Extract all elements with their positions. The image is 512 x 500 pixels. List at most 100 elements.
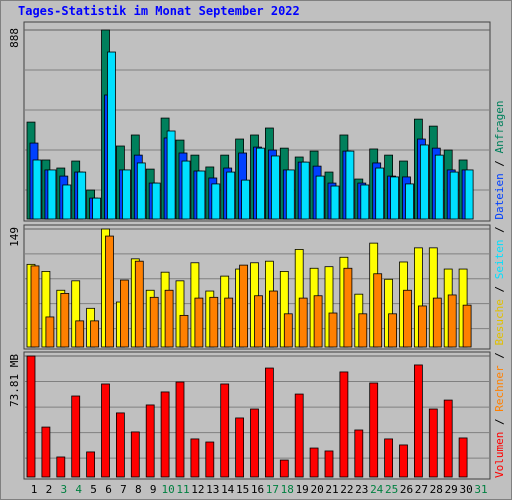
x-tick-label: 15 bbox=[236, 483, 249, 496]
x-tick-label: 10 bbox=[161, 483, 174, 496]
bar bbox=[45, 316, 55, 348]
x-tick-label: 16 bbox=[251, 483, 264, 496]
bar bbox=[268, 290, 278, 348]
bar bbox=[120, 279, 129, 348]
x-tick-label: 29 bbox=[445, 483, 458, 496]
legend-entry: Seiten bbox=[493, 240, 506, 280]
bar bbox=[354, 429, 364, 478]
bar bbox=[205, 441, 215, 478]
bar bbox=[358, 313, 368, 348]
x-tick-label: 22 bbox=[340, 483, 353, 496]
legend-separator: / bbox=[493, 346, 506, 366]
legend-entry: Rechner bbox=[493, 365, 506, 412]
bar bbox=[298, 297, 308, 348]
x-tick-label: 17 bbox=[266, 483, 279, 496]
bar bbox=[419, 144, 429, 220]
bar bbox=[399, 444, 408, 478]
legend-entry: Anfragen bbox=[493, 100, 506, 153]
bar bbox=[105, 235, 114, 348]
bar bbox=[145, 404, 155, 478]
x-tick-label: 21 bbox=[325, 483, 338, 496]
x-tick-label: 11 bbox=[176, 483, 189, 496]
x-tick-label: 9 bbox=[150, 483, 157, 496]
legend: Volumen / Rechner / Besuche / Seiten / D… bbox=[493, 100, 506, 478]
bar bbox=[30, 265, 40, 348]
x-tick-label: 23 bbox=[355, 483, 368, 496]
x-tick-label: 4 bbox=[75, 483, 82, 496]
bar bbox=[92, 197, 101, 220]
x-tick-label: 31 bbox=[474, 483, 487, 496]
bar bbox=[130, 431, 140, 478]
x-tick-label: 25 bbox=[385, 483, 398, 496]
x-tick-label: 12 bbox=[191, 483, 204, 496]
bar bbox=[360, 184, 370, 220]
bar bbox=[390, 176, 400, 220]
x-tick-label: 1 bbox=[31, 483, 38, 496]
legend-separator: / bbox=[493, 412, 506, 432]
bar bbox=[62, 184, 72, 220]
bar bbox=[75, 320, 85, 348]
y-tick-label: 73.81 MB bbox=[8, 354, 21, 407]
bar bbox=[283, 313, 293, 348]
bar bbox=[464, 169, 474, 220]
x-tick-label: 7 bbox=[120, 483, 127, 496]
bar bbox=[32, 159, 42, 220]
x-tick-label: 19 bbox=[296, 483, 309, 496]
bar bbox=[239, 264, 249, 348]
bar bbox=[101, 383, 110, 478]
bar bbox=[300, 161, 310, 220]
x-tick-label: 3 bbox=[60, 483, 67, 496]
bar bbox=[220, 383, 230, 478]
bar bbox=[196, 170, 206, 220]
bar bbox=[294, 393, 304, 478]
bar bbox=[434, 154, 444, 220]
y-tick-label: 888 bbox=[8, 28, 21, 48]
legend-separator: / bbox=[493, 279, 506, 299]
bar bbox=[309, 447, 319, 478]
x-tick-label: 27 bbox=[415, 483, 428, 496]
bar bbox=[90, 320, 99, 348]
bar bbox=[447, 294, 457, 348]
bar bbox=[166, 130, 176, 220]
bar bbox=[254, 295, 263, 348]
bar bbox=[443, 399, 453, 478]
bar bbox=[47, 169, 57, 220]
bar bbox=[151, 182, 161, 220]
bar bbox=[313, 295, 323, 348]
bar bbox=[86, 451, 95, 478]
bar bbox=[179, 314, 189, 348]
bar bbox=[209, 296, 219, 348]
legend-separator: / bbox=[493, 220, 506, 240]
bar bbox=[116, 412, 125, 478]
bar bbox=[388, 313, 398, 348]
bar bbox=[71, 395, 81, 478]
bar bbox=[211, 183, 221, 220]
legend-entry: Volumen bbox=[493, 432, 506, 478]
bar bbox=[413, 364, 423, 478]
bar bbox=[107, 51, 116, 220]
legend-entry: Dateien bbox=[493, 173, 506, 219]
x-tick-label: 2 bbox=[46, 483, 53, 496]
bar bbox=[369, 382, 379, 478]
bar bbox=[41, 426, 51, 478]
x-tick-label: 30 bbox=[459, 483, 472, 496]
chart-title: Tages-Statistik im Monat September 2022 bbox=[18, 4, 300, 18]
bar bbox=[373, 273, 383, 348]
bar bbox=[270, 155, 280, 220]
bar bbox=[175, 381, 185, 478]
bar bbox=[328, 312, 338, 348]
x-tick-label: 13 bbox=[206, 483, 219, 496]
x-tick-label: 6 bbox=[105, 483, 112, 496]
bar bbox=[134, 260, 144, 348]
x-tick-label: 20 bbox=[310, 483, 323, 496]
x-tick-label: 24 bbox=[370, 483, 384, 496]
bar bbox=[264, 367, 274, 478]
bar bbox=[428, 408, 438, 478]
bar bbox=[164, 289, 174, 348]
bar bbox=[432, 297, 442, 348]
bar bbox=[403, 289, 412, 348]
x-tick-label: 26 bbox=[400, 483, 413, 496]
bar bbox=[285, 169, 295, 220]
